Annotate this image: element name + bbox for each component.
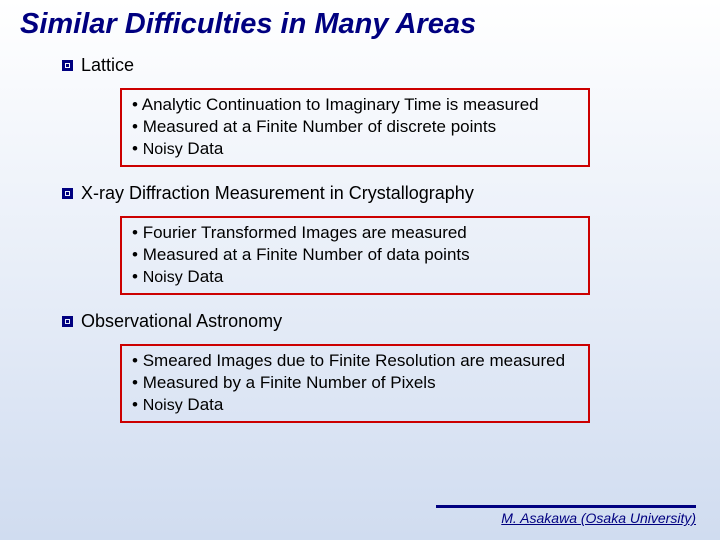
line-text: Fourier Transformed Images are measured — [143, 223, 467, 242]
highlight-box: • Analytic Continuation to Imaginary Tim… — [120, 88, 590, 167]
section-label: Lattice — [81, 55, 134, 76]
line-text: Data — [183, 395, 224, 414]
line-text: Data — [183, 139, 224, 158]
box-line: • Noisy Data — [132, 394, 578, 417]
box-line: • Noisy Data — [132, 138, 578, 161]
dot-icon: • — [132, 117, 143, 136]
box-line: • Measured at a Finite Number of discret… — [132, 116, 578, 138]
dot-icon: • — [132, 95, 142, 114]
line-text: Measured by a Finite Number of Pixels — [143, 373, 436, 392]
footer-rule — [436, 505, 696, 508]
footer-text: M. Asakawa (Osaka University) — [501, 510, 696, 526]
section-row: Lattice — [62, 55, 696, 76]
slide-title: Similar Difficulties in Many Areas — [20, 8, 696, 41]
box-line: • Measured by a Finite Number of Pixels — [132, 372, 578, 394]
line-text: Data — [183, 267, 224, 286]
section-label: X-ray Diffraction Measurement in Crystal… — [81, 183, 474, 204]
bullet-icon — [62, 60, 73, 71]
highlight-box: • Fourier Transformed Images are measure… — [120, 216, 590, 295]
bullet-icon — [62, 188, 73, 199]
noisy-word: Noisy — [143, 141, 183, 158]
dot-icon: • — [132, 139, 143, 158]
dot-icon: • — [132, 245, 143, 264]
section-row: Observational Astronomy — [62, 311, 696, 332]
bullet-icon — [62, 316, 73, 327]
dot-icon: • — [132, 267, 143, 286]
line-text: Measured at a Finite Number of discrete … — [143, 117, 496, 136]
dot-icon: • — [132, 223, 143, 242]
section-row: X-ray Diffraction Measurement in Crystal… — [62, 183, 696, 204]
line-text: Analytic Continuation to Imaginary Time … — [142, 95, 539, 114]
highlight-box: • Smeared Images due to Finite Resolutio… — [120, 344, 590, 423]
box-line: • Measured at a Finite Number of data po… — [132, 244, 578, 266]
dot-icon: • — [132, 373, 143, 392]
box-line: • Fourier Transformed Images are measure… — [132, 222, 578, 244]
box-line: • Smeared Images due to Finite Resolutio… — [132, 350, 578, 372]
box-line: • Analytic Continuation to Imaginary Tim… — [132, 94, 578, 116]
line-text: Smeared Images due to Finite Resolution … — [143, 351, 565, 370]
slide: Similar Difficulties in Many Areas Latti… — [0, 0, 720, 540]
dot-icon: • — [132, 395, 143, 414]
noisy-word: Noisy — [143, 269, 183, 286]
section-label: Observational Astronomy — [81, 311, 282, 332]
noisy-word: Noisy — [143, 397, 183, 414]
footer: M. Asakawa (Osaka University) — [436, 505, 696, 528]
box-line: • Noisy Data — [132, 266, 578, 289]
dot-icon: • — [132, 351, 143, 370]
line-text: Measured at a Finite Number of data poin… — [143, 245, 470, 264]
